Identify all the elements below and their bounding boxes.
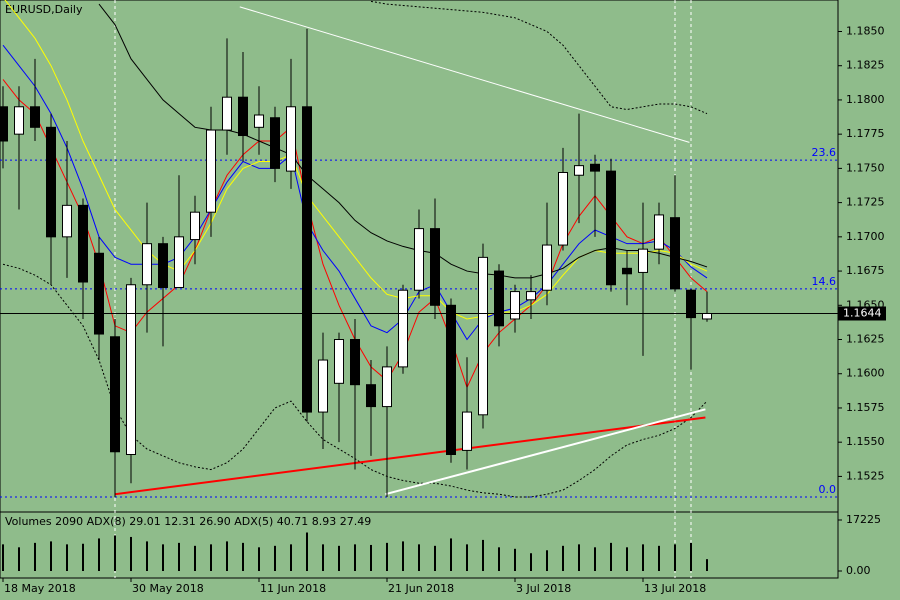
candle-body (446, 304, 456, 456)
candle-body (686, 289, 696, 319)
indicator-label: Volumes 2090 ADX(8) 29.01 12.31 26.90 AD… (5, 515, 371, 528)
indicator-line (2, 44, 708, 341)
candle-body (702, 312, 712, 320)
candle-body (350, 339, 360, 386)
candle-body (94, 252, 104, 335)
indicator-line (4, 0, 708, 320)
candle-body (126, 284, 136, 456)
y2-tick-label: 0.00 (846, 564, 871, 577)
candle-body (462, 411, 472, 451)
fib-label: 23.6 (812, 146, 837, 159)
x-tick-label: 11 Jun 2018 (260, 582, 326, 595)
candle-body (222, 96, 232, 131)
candle-body (238, 96, 248, 137)
candle-body (142, 243, 152, 286)
fib-label: 14.6 (812, 275, 837, 288)
candle-body (382, 366, 392, 408)
candle-body (254, 114, 264, 128)
candle-body (302, 106, 312, 413)
candle-body (478, 256, 488, 416)
y-tick-label: 1.1550 (846, 435, 885, 448)
candle-body (510, 291, 520, 320)
y-tick-label: 1.1850 (846, 24, 885, 37)
y-tick-label: 1.1775 (846, 127, 885, 140)
candle-body (318, 359, 328, 413)
candle-body (590, 163, 600, 172)
candle-body (430, 228, 440, 306)
candle-body (158, 243, 168, 288)
candle-body (494, 270, 504, 327)
trendline (239, 6, 690, 143)
candle-body (366, 384, 376, 408)
last-price-box (838, 306, 886, 321)
y2-tick-label: 17225 (846, 513, 881, 526)
y-tick-label: 1.1750 (846, 161, 885, 174)
candle-body (0, 106, 8, 142)
candle-body (174, 236, 184, 288)
candle-body (270, 117, 280, 169)
x-tick-label: 13 Jul 2018 (644, 582, 706, 595)
fib-label: 0.0 (819, 483, 837, 496)
candle-body (654, 214, 664, 250)
y-tick-label: 1.1575 (846, 401, 885, 414)
y-tick-label: 1.1525 (846, 469, 885, 482)
candle-body (62, 204, 72, 238)
candle-body (398, 289, 408, 368)
trendline (114, 416, 706, 496)
candle-body (46, 126, 56, 238)
x-tick-label: 30 May 2018 (132, 582, 204, 595)
candle-body (670, 217, 680, 290)
candle-body (542, 244, 552, 291)
candle-body (334, 339, 344, 384)
y-tick-label: 1.1725 (846, 196, 885, 209)
candle-body (574, 165, 584, 176)
candle-body (622, 267, 632, 275)
candle-body (414, 228, 424, 291)
chart-title: EURUSD,Daily (5, 3, 83, 16)
y-tick-label: 1.1825 (846, 59, 885, 72)
trendline (385, 408, 706, 496)
x-tick-label: 21 Jun 2018 (388, 582, 454, 595)
y-tick-label: 1.1600 (846, 367, 885, 380)
candle-body (14, 106, 24, 135)
x-tick-label: 18 May 2018 (4, 582, 76, 595)
candle-body (110, 336, 120, 453)
x-tick-label: 3 Jul 2018 (516, 582, 571, 595)
y-tick-label: 1.1700 (846, 230, 885, 243)
candle-body (558, 171, 568, 246)
y-tick-label: 1.1625 (846, 333, 885, 346)
candle-body (638, 248, 648, 273)
y-tick-label: 1.1800 (846, 93, 885, 106)
candle-body (78, 204, 88, 283)
candle-body (606, 170, 616, 286)
candle-body (526, 291, 536, 301)
candle-body (206, 129, 216, 213)
candle-body (190, 211, 200, 241)
indicator-line (370, 0, 708, 115)
last-price-label: 1.1644 (843, 306, 882, 319)
candle-body (30, 106, 40, 128)
frame (0, 0, 839, 579)
y-tick-label: 1.1675 (846, 264, 885, 277)
candle-body (286, 106, 296, 172)
indicator-line (98, 3, 708, 279)
